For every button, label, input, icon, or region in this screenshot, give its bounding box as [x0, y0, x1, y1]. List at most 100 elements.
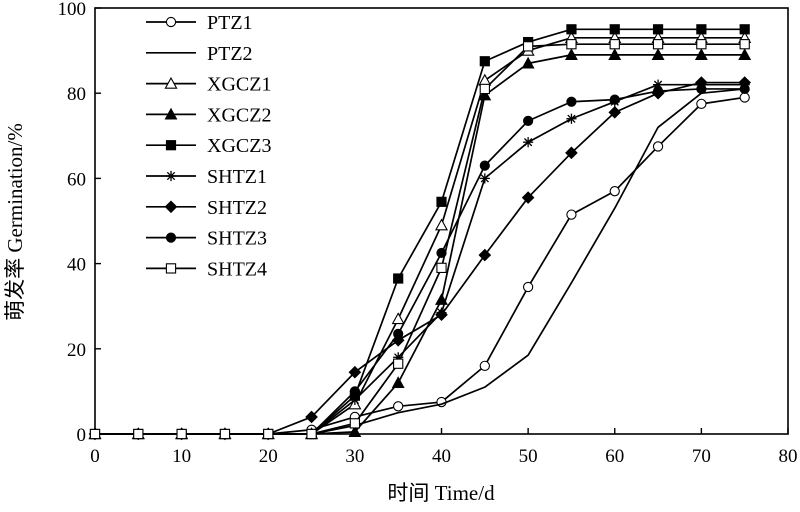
data-point	[696, 83, 707, 95]
y-tick-label: 20	[67, 340, 86, 361]
data-point	[566, 96, 577, 107]
series-shtz4	[89, 39, 750, 440]
x-tick-label: 50	[519, 446, 538, 467]
y-tick-label: 80	[67, 84, 86, 105]
x-tick-label: 30	[345, 446, 364, 467]
asterisk-stroke	[567, 114, 576, 123]
data-point	[739, 83, 750, 95]
data-point	[566, 209, 577, 220]
legend-label: PTZ1	[207, 12, 253, 34]
data-point	[696, 39, 707, 50]
axes-layer: 0 10 20 30 40 50 60 70 80 0 20 40 60 80 100	[58, 0, 798, 467]
data-point	[566, 24, 577, 35]
x-axis-title: 时间 Time/d	[387, 481, 495, 505]
data-point	[165, 140, 177, 151]
data-point	[651, 48, 665, 60]
data-point	[436, 196, 447, 207]
x-tick-label: 70	[692, 446, 711, 467]
data-point	[566, 39, 577, 50]
y-tick-label: 60	[67, 169, 86, 190]
data-point	[478, 248, 492, 262]
x-tick-label: 40	[432, 446, 451, 467]
data-point	[434, 218, 449, 231]
legend-item-ptz2: PTZ2	[146, 43, 253, 65]
x-tick-label: 10	[172, 446, 191, 467]
data-point	[391, 312, 405, 325]
legend-item-shtz2: SHTZ2	[146, 197, 267, 219]
data-point	[436, 262, 447, 274]
data-point	[349, 418, 361, 429]
data-point	[479, 360, 490, 371]
data-point	[165, 263, 177, 274]
legend-label: SHTZ4	[207, 258, 267, 280]
data-point	[609, 24, 620, 35]
asterisk-stroke	[480, 174, 489, 183]
asterisk-stroke	[523, 138, 533, 147]
legend-label: SHTZ3	[207, 228, 267, 250]
x-tick-label: 60	[605, 446, 624, 467]
data-point	[609, 39, 620, 50]
data-point	[739, 92, 750, 103]
data-point	[348, 365, 362, 379]
data-point	[739, 39, 750, 50]
data-point	[176, 428, 187, 440]
data-point	[521, 191, 535, 204]
data-point	[564, 48, 578, 60]
data-point	[391, 376, 405, 388]
legend-label: SHTZ2	[207, 197, 267, 219]
data-point	[305, 410, 318, 424]
data-point	[164, 200, 178, 214]
data-point	[349, 386, 360, 397]
x-tick-label: 0	[90, 446, 100, 467]
y-tick-label: 0	[77, 425, 87, 446]
legend-item-shtz4: SHTZ4	[146, 258, 267, 280]
data-point	[133, 428, 144, 440]
data-point	[89, 428, 101, 440]
y-tick-label: 40	[67, 255, 86, 276]
data-point	[165, 170, 177, 182]
data-point	[609, 94, 620, 105]
data-point	[565, 146, 578, 160]
legend: PTZ1 PTZ2 XGCZ1 XGCZ2 XGCZ3 SHTZ1 SHTZ2 SHTZ3 SH…	[138, 12, 308, 280]
series-layer	[88, 24, 752, 441]
data-point	[393, 401, 404, 412]
data-point	[522, 41, 534, 52]
data-point	[435, 308, 448, 322]
data-point	[479, 160, 490, 171]
legend-label: SHTZ1	[207, 166, 267, 188]
legend-item-ptz1: PTZ1	[146, 12, 253, 34]
data-point	[608, 106, 622, 119]
legend-item-shtz1: SHTZ1	[146, 166, 267, 188]
data-point	[479, 83, 490, 95]
x-tick-label: 20	[259, 446, 278, 467]
data-point	[306, 428, 317, 440]
data-point	[479, 56, 490, 67]
legend-label: XGCZ1	[207, 74, 271, 96]
data-point	[696, 98, 707, 109]
y-axis-title: 萌发率 Germination/%	[3, 123, 27, 321]
legend-item-xgcz1: XGCZ1	[146, 74, 271, 96]
data-point	[652, 24, 664, 35]
legend-item-shtz3: SHTZ3	[146, 228, 267, 250]
data-point	[694, 48, 708, 60]
data-point	[219, 428, 231, 440]
legend-label: XGCZ3	[207, 135, 271, 157]
data-point	[165, 232, 177, 243]
data-point	[393, 273, 404, 284]
data-point	[566, 113, 577, 124]
data-point	[738, 48, 752, 60]
legend-label: XGCZ2	[207, 104, 271, 126]
data-point	[393, 358, 404, 369]
data-point	[652, 39, 664, 50]
data-point	[696, 24, 707, 35]
legend-label: PTZ2	[207, 43, 253, 65]
y-tick-label: 100	[58, 0, 87, 20]
data-point	[263, 428, 274, 440]
asterisk-stroke	[350, 395, 360, 405]
data-point	[652, 85, 664, 97]
data-point	[609, 186, 620, 197]
data-point	[521, 56, 535, 69]
data-point	[349, 394, 360, 406]
